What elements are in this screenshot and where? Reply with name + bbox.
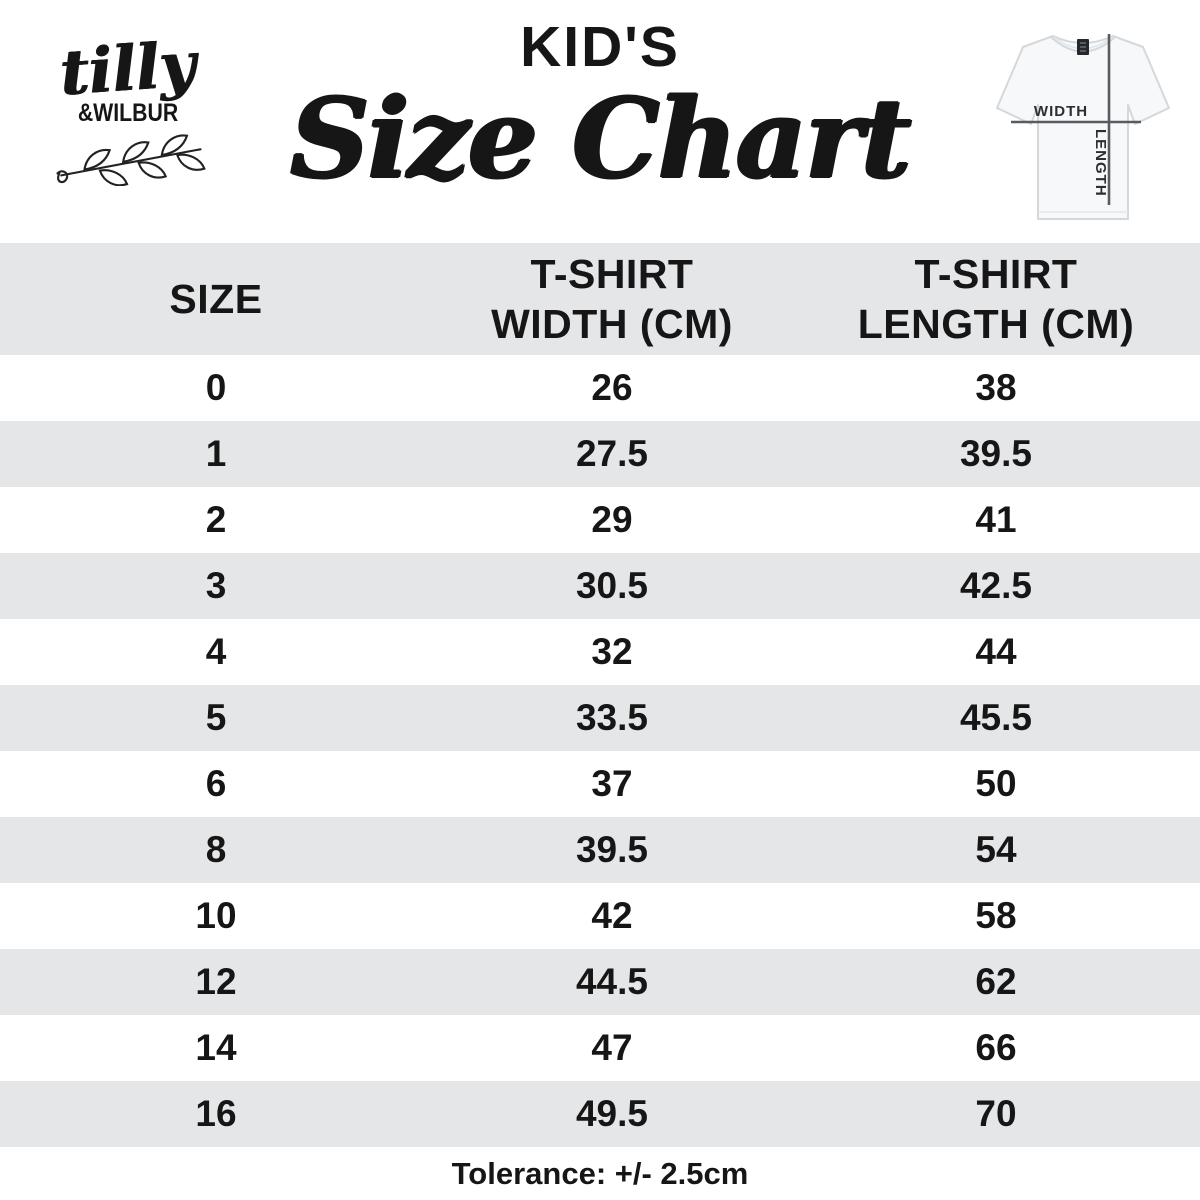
title-kicker: KID'S — [520, 15, 680, 79]
width-cell: 42 — [591, 895, 633, 936]
size-cell: 2 — [205, 499, 227, 540]
table-row: 3 30.5 42.5 — [0, 553, 1200, 619]
length-cell: 58 — [975, 895, 1017, 936]
table-row: 16 49.5 70 — [0, 1081, 1200, 1147]
width-cell: 27.5 — [575, 433, 648, 474]
size-cell: 12 — [195, 961, 237, 1002]
tolerance-note: Tolerance: +/- 2.5cm — [451, 1156, 749, 1191]
width-cell: 26 — [591, 367, 633, 408]
length-cell: 41 — [975, 499, 1017, 540]
laurel-branch-icon — [56, 134, 206, 187]
length-cell: 45.5 — [959, 697, 1032, 738]
table-row: 8 39.5 54 — [0, 817, 1200, 883]
tshirt-body — [996, 35, 1170, 220]
width-cell: 47 — [591, 1027, 633, 1068]
header: tilly &WILBUR KID'S Size Chart — [0, 0, 1200, 243]
width-cell: 33.5 — [575, 697, 648, 738]
size-cell: 10 — [195, 895, 237, 936]
width-cell: 29 — [591, 499, 633, 540]
column-header-size: SIZE — [169, 275, 263, 322]
table-row: 5 33.5 45.5 — [0, 685, 1200, 751]
table-row: 14 47 66 — [0, 1015, 1200, 1081]
length-cell: 70 — [975, 1093, 1017, 1134]
table-header-row: SIZE T-SHIRT WIDTH (CM) T-SHIRT LENGTH (… — [0, 243, 1200, 355]
length-cell: 50 — [975, 763, 1017, 804]
length-cell: 44 — [975, 631, 1017, 672]
size-cell: 16 — [195, 1093, 237, 1134]
size-cell: 8 — [205, 829, 227, 870]
width-cell: 30.5 — [575, 565, 648, 606]
brand-logo: tilly &WILBUR — [28, 27, 228, 191]
table-row: 1 27.5 39.5 — [0, 421, 1200, 487]
size-cell: 1 — [205, 433, 227, 474]
title-block: KID'S Size Chart — [0, 0, 1200, 194]
width-cell: 49.5 — [575, 1093, 648, 1134]
table-row: 2 29 41 — [0, 487, 1200, 553]
tshirt-measurement-diagram: WIDTH LENGTH — [996, 34, 1170, 220]
table-row: 0 26 38 — [0, 355, 1200, 421]
length-cell: 62 — [975, 961, 1017, 1002]
length-cell: 39.5 — [959, 433, 1032, 474]
width-cell: 39.5 — [575, 829, 648, 870]
width-axis-label: WIDTH — [1034, 103, 1088, 120]
size-cell: 0 — [205, 367, 227, 408]
page-title: Size Chart — [290, 74, 912, 203]
length-cell: 54 — [975, 829, 1017, 870]
length-axis-label: LENGTH — [1092, 129, 1109, 197]
size-cell: 4 — [205, 631, 227, 672]
table-body: 0 26 38 1 27.5 39.5 2 29 41 3 30.5 42.5 … — [0, 355, 1200, 1147]
length-cell: 42.5 — [959, 565, 1032, 606]
width-cell: 32 — [591, 631, 633, 672]
size-cell: 14 — [195, 1027, 237, 1068]
table-row: 4 32 44 — [0, 619, 1200, 685]
table-row: 12 44.5 62 — [0, 949, 1200, 1015]
table-row: 10 42 58 — [0, 883, 1200, 949]
length-cell: 66 — [975, 1027, 1017, 1068]
brand-name-caps: &WILBUR — [77, 98, 179, 127]
size-cell: 3 — [205, 565, 227, 606]
table-row: 6 37 50 — [0, 751, 1200, 817]
length-cell: 38 — [975, 367, 1017, 408]
size-cell: 5 — [205, 697, 227, 738]
width-cell: 37 — [591, 763, 633, 804]
size-cell: 6 — [205, 763, 227, 804]
width-cell: 44.5 — [575, 961, 648, 1002]
column-header-width: T-SHIRT WIDTH (CM) — [491, 250, 733, 347]
column-header-length: T-SHIRT LENGTH (CM) — [857, 250, 1135, 347]
